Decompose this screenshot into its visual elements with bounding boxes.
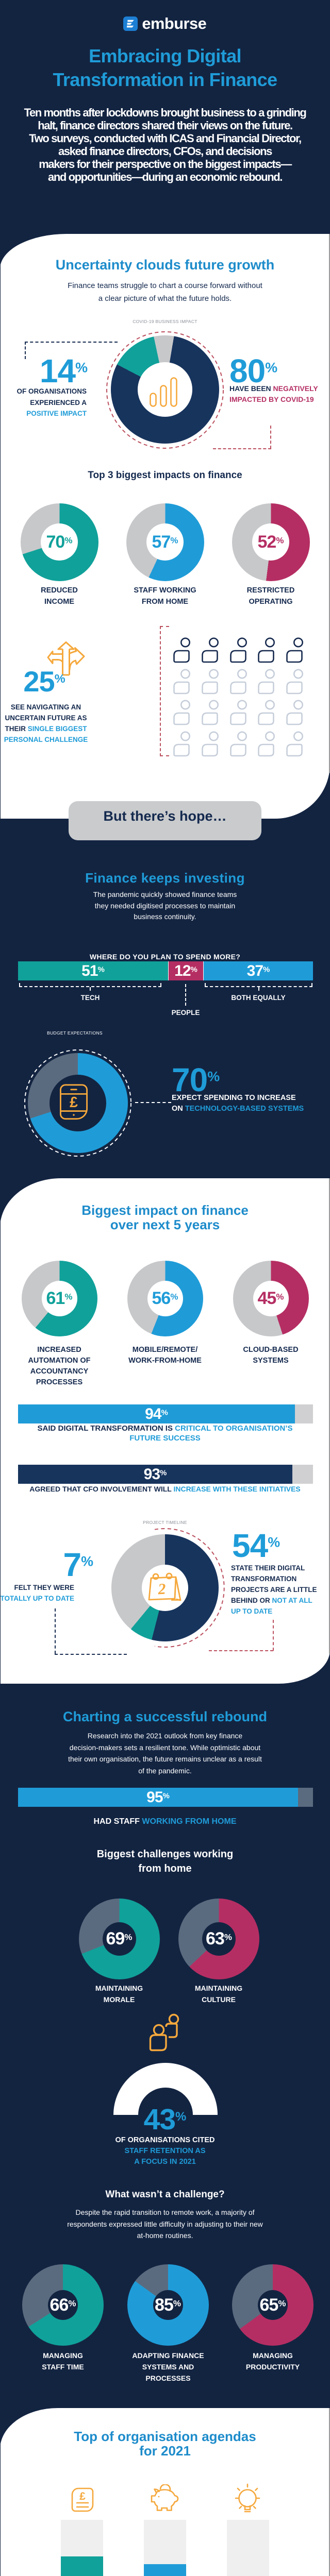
- svg-text:emburse: emburse: [142, 16, 206, 32]
- svg-text:£: £: [70, 1094, 78, 1111]
- svg-text:2: 2: [157, 1581, 167, 1598]
- svg-text:£: £: [79, 2490, 86, 2502]
